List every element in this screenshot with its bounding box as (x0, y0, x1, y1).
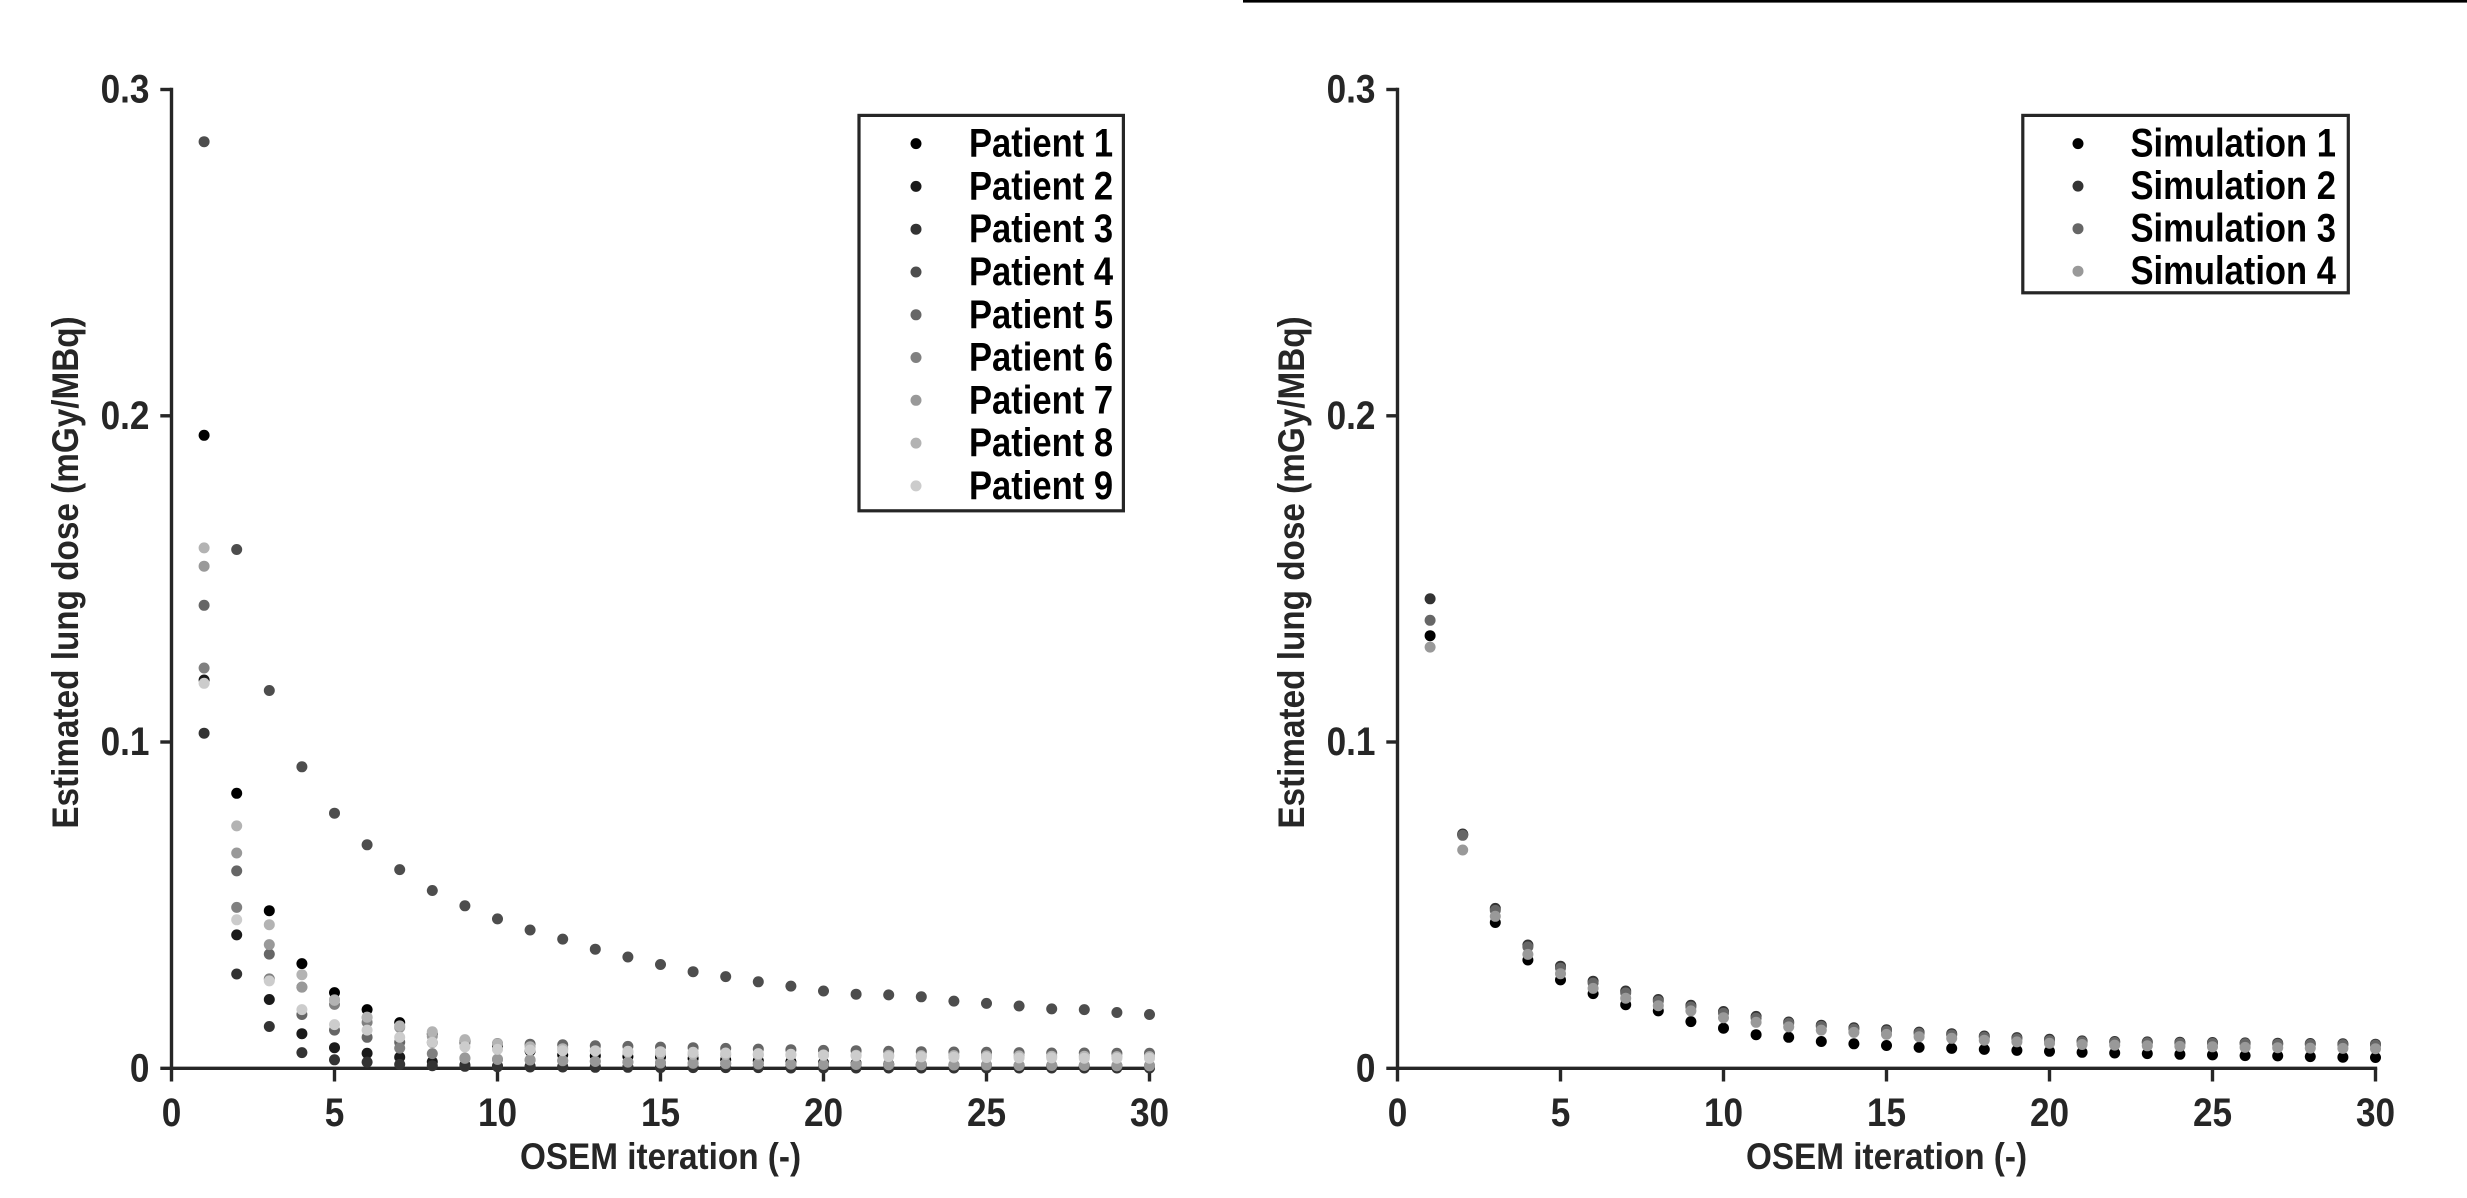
svg-text:Simulation 2: Simulation 2 (2131, 163, 2336, 208)
svg-text:0.2: 0.2 (1327, 393, 1376, 438)
svg-text:Patient 8: Patient 8 (969, 420, 1113, 465)
svg-text:OSEM iteration (-): OSEM iteration (-) (520, 1136, 801, 1177)
svg-text:Patient 3: Patient 3 (969, 206, 1113, 251)
svg-text:25: 25 (967, 1090, 1006, 1135)
svg-text:Patient 5: Patient 5 (969, 292, 1113, 337)
svg-text:30: 30 (1130, 1090, 1169, 1135)
svg-text:Simulation 4: Simulation 4 (2131, 248, 2337, 293)
svg-text:Patient 6: Patient 6 (969, 334, 1113, 379)
svg-text:25: 25 (2193, 1090, 2232, 1135)
svg-text:0: 0 (1388, 1090, 1408, 1135)
svg-text:Patient 2: Patient 2 (969, 163, 1113, 208)
svg-text:10: 10 (478, 1090, 517, 1135)
svg-text:0: 0 (1356, 1045, 1376, 1090)
svg-text:Estimated lung dose (mGy/MBq): Estimated lung dose (mGy/MBq) (45, 316, 86, 828)
svg-text:10: 10 (1704, 1090, 1743, 1135)
svg-text:0.2: 0.2 (101, 393, 150, 438)
svg-text:Patient 7: Patient 7 (969, 377, 1113, 422)
svg-text:Simulation 1: Simulation 1 (2131, 120, 2336, 165)
svg-text:Patient 1: Patient 1 (969, 120, 1113, 165)
svg-text:Patient 9: Patient 9 (969, 463, 1113, 508)
svg-text:0.3: 0.3 (101, 67, 150, 112)
svg-text:15: 15 (641, 1090, 680, 1135)
svg-text:0.1: 0.1 (101, 719, 150, 764)
svg-text:Patient 4: Patient 4 (969, 249, 1113, 294)
svg-text:OSEM iteration (-): OSEM iteration (-) (1746, 1136, 2027, 1177)
svg-text:0.1: 0.1 (1327, 719, 1376, 764)
svg-text:0.3: 0.3 (1327, 67, 1376, 112)
svg-text:20: 20 (804, 1090, 843, 1135)
svg-text:5: 5 (1551, 1090, 1571, 1135)
svg-text:5: 5 (325, 1090, 345, 1135)
svg-text:30: 30 (2356, 1090, 2395, 1135)
svg-text:Estimated lung dose (mGy/MBq): Estimated lung dose (mGy/MBq) (1271, 316, 1312, 828)
svg-text:Simulation 3: Simulation 3 (2131, 206, 2336, 251)
svg-text:15: 15 (1867, 1090, 1906, 1135)
svg-text:20: 20 (2030, 1090, 2069, 1135)
svg-text:0: 0 (130, 1045, 150, 1090)
svg-text:0: 0 (162, 1090, 182, 1135)
